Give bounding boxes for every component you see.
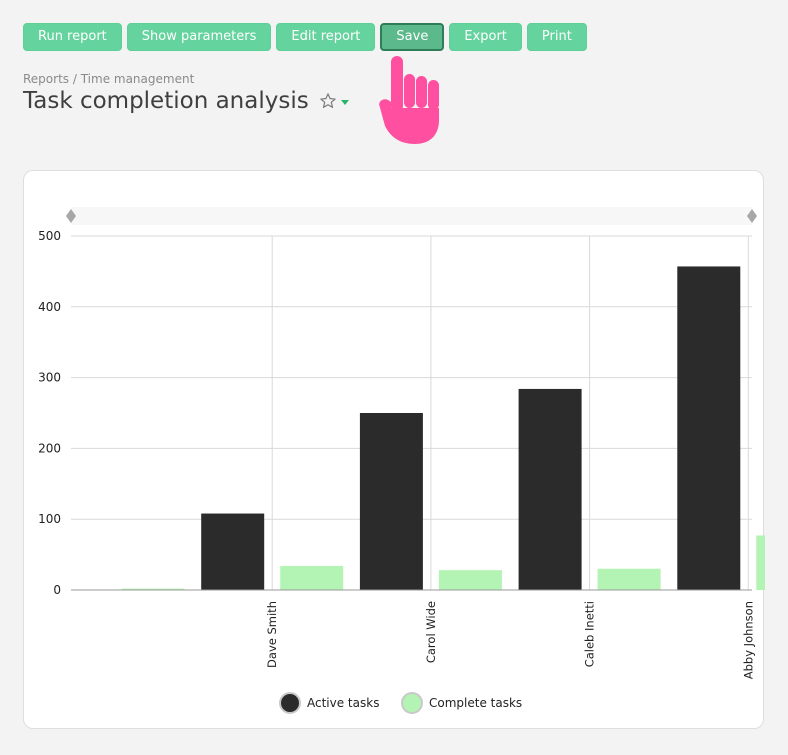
y-tick-label: 400	[38, 300, 61, 314]
legend-label[interactable]: Complete tasks	[429, 696, 522, 710]
y-tick-label: 100	[38, 512, 61, 526]
legend-swatch[interactable]	[279, 692, 301, 714]
breadcrumb[interactable]: Reports / Time management	[23, 72, 195, 86]
x-tick-label: Dave Smith	[265, 601, 279, 668]
legend-label[interactable]: Active tasks	[307, 696, 379, 710]
legend-swatch[interactable]	[401, 692, 423, 714]
range-handle-left[interactable]	[66, 209, 76, 223]
x-tick-label: Caleb Inetti	[583, 601, 597, 667]
y-tick-label: 200	[38, 441, 61, 455]
y-tick-label: 300	[38, 371, 61, 385]
y-tick-label: 0	[53, 583, 61, 597]
page-title: Task completion analysis	[23, 88, 309, 114]
bar-complete-tasks[interactable]	[438, 570, 502, 590]
title-row: Task completion analysis	[23, 88, 349, 114]
range-handle-right[interactable]	[747, 209, 757, 223]
hand-pointer-icon	[379, 56, 439, 144]
star-icon[interactable]	[319, 92, 337, 110]
range-slider-track[interactable]	[71, 207, 752, 225]
x-tick-label: Carol Wide	[424, 601, 438, 663]
bar-complete-tasks[interactable]	[597, 568, 661, 590]
bar-complete-tasks[interactable]	[280, 565, 344, 590]
edit-report-button[interactable]: Edit report	[276, 23, 376, 51]
bar-active-tasks[interactable]	[518, 388, 582, 590]
show-parameters-button[interactable]: Show parameters	[126, 23, 272, 51]
x-tick-label: Abby Johnson	[741, 601, 755, 679]
bar-chart: 0 100 200 300 400 500 Dave Smith Carol Wide Cale…	[38, 207, 765, 714]
report-toolbar: Run report Show parameters Edit report S…	[23, 23, 587, 51]
chart-card: 0 100 200 300 400 500 Dave Smith Carol Wide Cale…	[23, 170, 765, 729]
bar-active-tasks[interactable]	[201, 513, 265, 590]
export-button[interactable]: Export	[449, 23, 522, 51]
print-button[interactable]: Print	[526, 23, 587, 51]
bar-complete-tasks[interactable]	[756, 535, 765, 590]
caret-down-icon[interactable]	[340, 99, 349, 105]
y-tick-label: 500	[38, 229, 61, 243]
save-button[interactable]: Save	[380, 23, 445, 51]
bar-active-tasks[interactable]	[359, 413, 423, 590]
bar-active-tasks[interactable]	[677, 266, 741, 590]
bar-complete-tasks[interactable]	[121, 588, 185, 590]
run-report-button[interactable]: Run report	[23, 23, 122, 51]
